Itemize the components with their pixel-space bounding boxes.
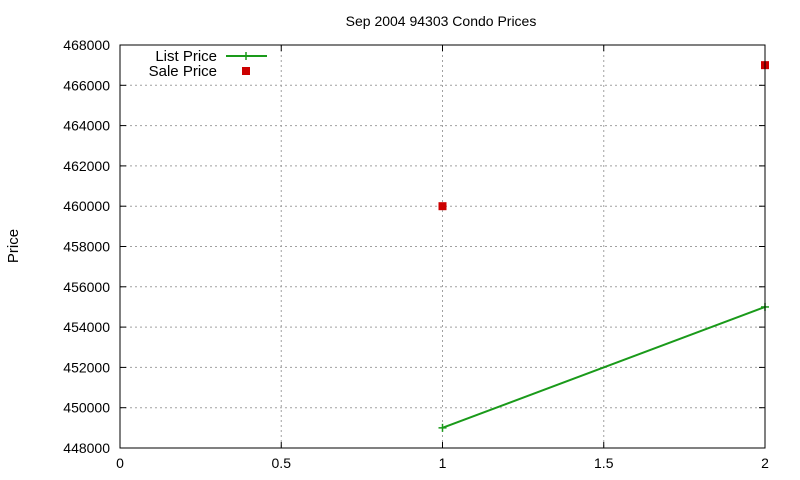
y-tick-label: 448000 bbox=[63, 440, 110, 456]
x-tick-label: 1.5 bbox=[594, 455, 614, 471]
y-tick-label: 452000 bbox=[63, 359, 110, 375]
y-tick-label: 468000 bbox=[63, 37, 110, 53]
y-tick-label: 466000 bbox=[63, 77, 110, 93]
y-tick-label: 464000 bbox=[63, 118, 110, 134]
legend-marker-sale-price bbox=[242, 67, 250, 75]
legend-label-list-price: List Price bbox=[155, 48, 217, 65]
y-tick-label: 454000 bbox=[63, 319, 110, 335]
x-tick-label: 0.5 bbox=[272, 455, 292, 471]
y-tick-label: 456000 bbox=[63, 279, 110, 295]
x-tick-label: 0 bbox=[116, 455, 124, 471]
y-axis-label: Price bbox=[5, 229, 22, 263]
y-tick-label: 462000 bbox=[63, 158, 110, 174]
x-tick-label: 2 bbox=[761, 455, 769, 471]
data-point-sale-price bbox=[438, 202, 447, 211]
legend: List Price Sale Price bbox=[149, 48, 267, 80]
chart-title: Sep 2004 94303 Condo Prices bbox=[346, 13, 537, 29]
y-tick-label: 450000 bbox=[63, 400, 110, 416]
y-tick-label: 458000 bbox=[63, 239, 110, 255]
legend-plus-marker bbox=[242, 52, 250, 60]
grid-lines bbox=[120, 45, 765, 448]
axis-ticks bbox=[119, 44, 766, 449]
x-tick-label: 1 bbox=[439, 455, 447, 471]
legend-label-sale-price: Sale Price bbox=[149, 63, 217, 80]
legend-square-marker bbox=[242, 67, 250, 75]
tick-labels: 0 0.5 1 1.5 2 448000 450000 452000 454000 456000 4… bbox=[63, 37, 769, 471]
series-line-list-price bbox=[442, 306, 766, 429]
legend-marker-list-price bbox=[242, 52, 250, 60]
data-point-list-price bbox=[438, 423, 447, 432]
y-tick-label: 460000 bbox=[63, 198, 110, 214]
